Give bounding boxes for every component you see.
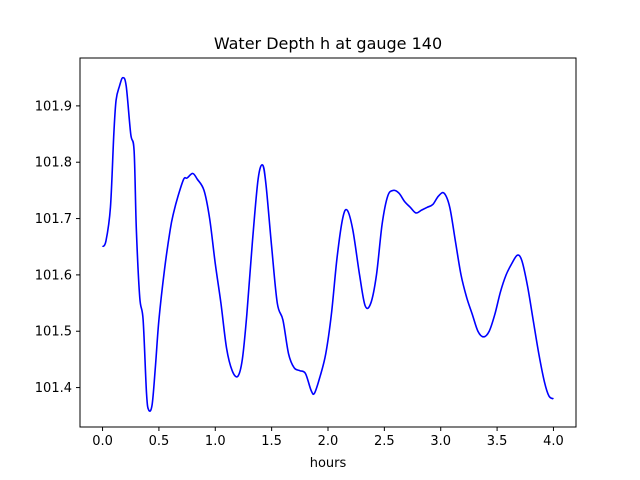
x-tick-label: 2.0 [318, 434, 339, 449]
y-tick-label: 101.4 [35, 381, 72, 396]
y-tick-label: 101.7 [35, 212, 72, 227]
x-tick-label: 0.5 [149, 434, 170, 449]
y-tick-label: 101.9 [35, 99, 72, 114]
chart-title: Water Depth h at gauge 140 [214, 34, 442, 53]
x-tick-label: 3.5 [487, 434, 508, 449]
x-tick-label: 1.5 [261, 434, 282, 449]
y-tick-label: 101.5 [35, 325, 72, 340]
series-line-0 [101, 76, 554, 412]
y-axis: 101.4 101.5 101.6 101.7 101.8 101.9 [35, 99, 80, 396]
x-tick-label: 1.0 [205, 434, 226, 449]
plot-area [101, 76, 554, 412]
x-tick-label: 2.5 [374, 434, 395, 449]
x-tick-label: 4.0 [543, 434, 564, 449]
x-axis-label: hours [310, 456, 347, 471]
y-tick-label: 101.6 [35, 268, 72, 283]
y-tick-label: 101.8 [35, 156, 72, 171]
x-tick-label: 3.0 [430, 434, 451, 449]
x-axis: 0.0 0.5 1.0 1.5 2.0 2.5 3.0 3.5 4.0 [92, 427, 564, 449]
x-tick-label: 0.0 [92, 434, 113, 449]
